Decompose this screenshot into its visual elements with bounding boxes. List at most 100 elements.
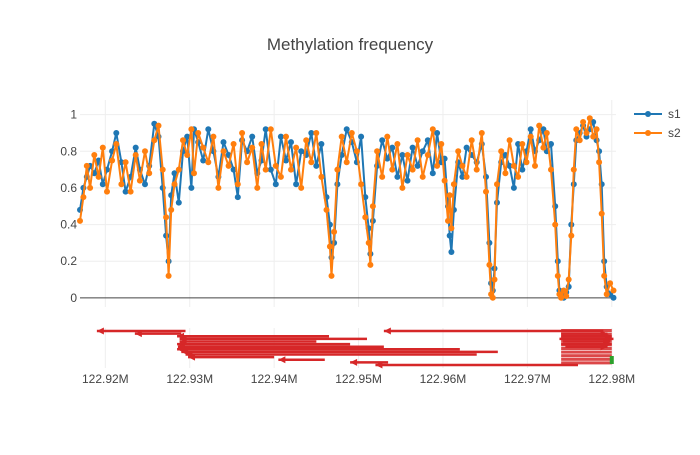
main-plot-area[interactable]: 0 0.2 0.4 0.6 0.8 1 <box>60 100 617 307</box>
legend-marker-s2 <box>645 130 651 136</box>
data-point-s1 <box>175 199 182 206</box>
data-point-s1 <box>404 177 411 184</box>
data-point-s2 <box>225 162 232 169</box>
data-point-s2 <box>338 133 345 140</box>
data-point-s2 <box>288 166 294 173</box>
data-point-s2 <box>262 166 269 173</box>
data-point-s2 <box>132 152 139 158</box>
data-point-s2 <box>220 148 227 155</box>
data-point-s2 <box>249 144 256 151</box>
data-point-s2 <box>593 126 600 133</box>
data-point-s2 <box>136 177 143 184</box>
data-point-s2 <box>576 137 583 144</box>
gene-strand-arrow <box>350 358 358 366</box>
data-point-s2 <box>394 141 401 147</box>
data-point-s2 <box>171 181 178 188</box>
y-tick-label: 0.8 <box>60 144 77 158</box>
data-point-s1 <box>118 159 125 166</box>
data-point-s2 <box>404 152 411 158</box>
data-point-s2 <box>583 130 590 136</box>
data-point-s2 <box>267 126 274 133</box>
data-point-s2 <box>450 181 457 188</box>
gene-strand-arrow <box>375 361 383 369</box>
data-point-s2 <box>234 181 241 188</box>
data-point-s2 <box>491 276 498 283</box>
legend-marker-s1 <box>645 111 651 117</box>
data-point-s1 <box>389 144 396 151</box>
data-point-s1 <box>527 126 534 133</box>
data-point-s1 <box>424 137 431 144</box>
data-point-s2 <box>326 243 333 250</box>
data-point-s1 <box>463 144 470 151</box>
data-point-s2 <box>348 130 355 136</box>
data-point-s2 <box>596 159 603 166</box>
data-point-s1 <box>99 181 106 188</box>
data-point-s2 <box>532 162 538 169</box>
data-point-s1 <box>343 126 350 133</box>
data-point-s1 <box>283 157 289 164</box>
data-point-s2 <box>331 228 338 235</box>
data-point-s2 <box>374 148 381 155</box>
data-point-s1 <box>298 148 305 155</box>
data-point-s2 <box>358 181 365 188</box>
data-point-s2 <box>180 137 186 144</box>
data-point-s1 <box>171 170 178 177</box>
data-point-s2 <box>384 133 391 140</box>
data-point-s2 <box>362 214 369 221</box>
data-point-s2 <box>607 280 614 287</box>
data-point-s1 <box>313 162 320 169</box>
data-point-s1 <box>610 294 617 301</box>
data-point-s1 <box>448 249 455 255</box>
data-point-s1 <box>429 170 436 177</box>
data-point-s2 <box>175 166 182 173</box>
data-point-s1 <box>318 141 325 147</box>
data-point-s2 <box>536 122 543 129</box>
data-point-s1 <box>379 137 386 144</box>
data-point-s1 <box>419 148 426 155</box>
exon-block <box>561 357 612 361</box>
exon-block <box>561 332 612 336</box>
data-point-s1 <box>220 139 227 146</box>
data-point-s2 <box>188 126 195 133</box>
data-point-s1 <box>122 188 129 195</box>
data-point-s2 <box>146 170 153 177</box>
x-tick-label: 122.97M <box>504 372 551 386</box>
exon-block <box>561 361 612 365</box>
data-point-s2 <box>563 293 570 299</box>
data-point-s1 <box>288 139 294 146</box>
data-point-s2 <box>540 144 547 151</box>
data-point-s2 <box>558 294 565 301</box>
x-tick-label: 122.93M <box>166 372 213 386</box>
data-point-s1 <box>358 133 365 140</box>
data-point-s2 <box>438 141 445 147</box>
exon-block <box>561 329 612 332</box>
data-point-s2 <box>91 152 98 158</box>
data-point-s2 <box>118 181 125 188</box>
data-point-s2 <box>610 287 617 294</box>
data-point-s2 <box>515 173 522 180</box>
data-point-s1 <box>548 141 554 147</box>
x-tick-label: 122.98M <box>588 372 635 386</box>
data-point-s2 <box>580 119 587 125</box>
data-point-s2 <box>298 184 305 191</box>
data-point-s2 <box>598 210 605 217</box>
data-point-s1 <box>142 181 148 188</box>
x-tick-label: 122.96M <box>420 372 467 386</box>
data-point-s2 <box>409 166 416 173</box>
data-point-s2 <box>568 232 575 239</box>
data-point-s2 <box>113 141 120 147</box>
data-point-s2 <box>489 294 496 301</box>
data-point-s2 <box>365 239 372 246</box>
data-point-s2 <box>429 126 436 133</box>
data-point-s2 <box>151 137 158 144</box>
annotation-track-area[interactable] <box>96 327 614 369</box>
legend-label-s2: s2 <box>668 126 681 140</box>
data-point-s1 <box>459 173 466 180</box>
data-point-s1 <box>308 130 315 136</box>
gene-strand-arrow <box>383 327 391 335</box>
data-point-s2 <box>498 148 505 155</box>
data-point-s2 <box>367 261 374 268</box>
